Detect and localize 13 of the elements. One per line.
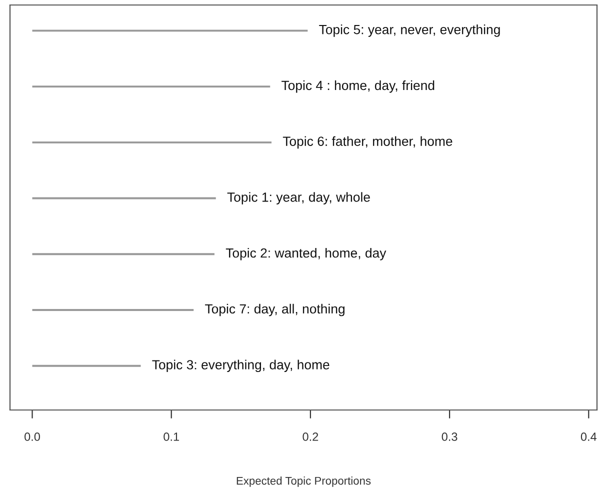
x-tick-label: 0.0 [24,432,40,441]
y-tick-label: Topic 1: year, day, whole [227,192,370,204]
y-tick-label: Topic 2: wanted, home, day [226,248,386,260]
y-tick-label: Topic 6: father, mother, home [282,136,452,149]
y-tick-label: Topic 5: year, never, everything [319,24,500,37]
x-axis-title: Expected Topic Proportions [236,476,371,487]
x-tick-label: 0.2 [302,432,318,441]
x-tick-label: 0.1 [164,432,179,441]
x-tick-label: 0.3 [442,432,458,441]
y-tick-label: Topic 7: day, all, nothing [205,304,344,316]
y-tick-label: Topic 3: everything, day, home [152,360,330,372]
x-tick-label: 0.4 [580,432,597,441]
y-tick-label: Topic 4 : home, day, friend [282,80,434,93]
